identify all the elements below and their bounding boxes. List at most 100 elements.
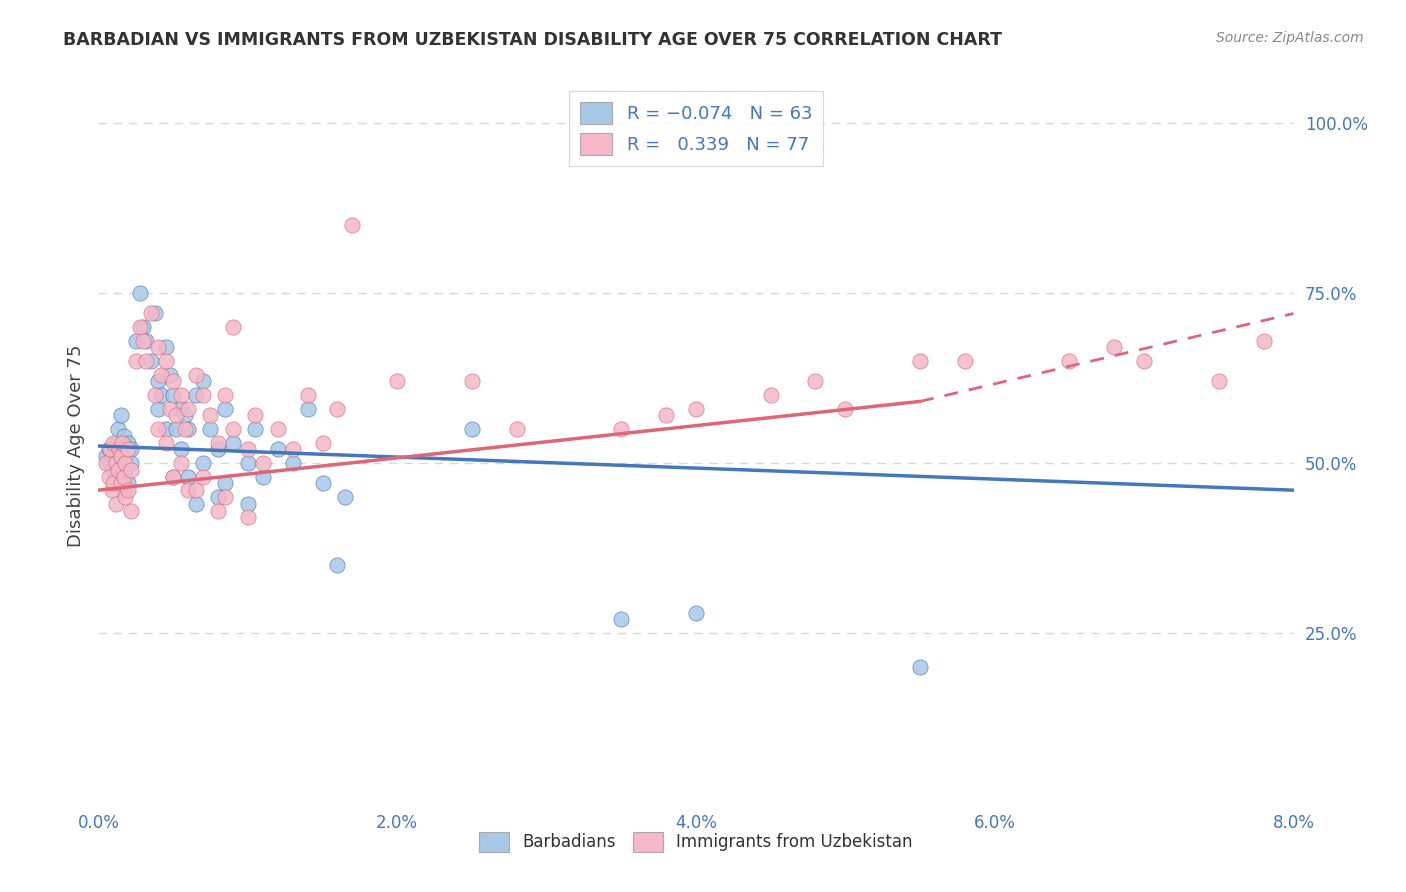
Point — [804, 375, 827, 389]
Point — [117, 442, 139, 457]
Point — [139, 354, 162, 368]
Point — [148, 375, 170, 389]
Point — [162, 469, 184, 483]
Point — [98, 456, 122, 470]
Point — [105, 456, 128, 470]
Point — [132, 320, 155, 334]
Point — [1133, 354, 1156, 368]
Point — [311, 476, 333, 491]
Point — [326, 558, 349, 572]
Point — [148, 422, 170, 436]
Point — [112, 429, 135, 443]
Point — [1059, 354, 1081, 368]
Point — [148, 401, 170, 416]
Point — [834, 401, 856, 416]
Point — [150, 368, 173, 382]
Point — [129, 286, 152, 301]
Point — [953, 354, 976, 368]
Point — [655, 409, 678, 423]
Point — [610, 612, 633, 626]
Point — [143, 306, 166, 320]
Point — [169, 401, 191, 416]
Point — [97, 469, 120, 483]
Point — [1104, 341, 1126, 355]
Point — [101, 483, 124, 498]
Point — [461, 422, 484, 436]
Point — [117, 435, 139, 450]
Point — [105, 469, 128, 483]
Point — [110, 469, 132, 483]
Point — [222, 422, 245, 436]
Point — [169, 456, 191, 470]
Point — [114, 456, 136, 470]
Point — [222, 435, 245, 450]
Point — [236, 442, 259, 457]
Point — [385, 375, 409, 389]
Point — [165, 409, 187, 423]
Point — [236, 497, 259, 511]
Point — [267, 422, 290, 436]
Point — [105, 497, 128, 511]
Point — [114, 449, 136, 463]
Point — [108, 442, 131, 457]
Point — [111, 435, 134, 450]
Point — [297, 401, 319, 416]
Point — [245, 422, 267, 436]
Point — [236, 510, 259, 524]
Point — [1253, 334, 1275, 348]
Point — [103, 435, 125, 450]
Point — [236, 456, 259, 470]
Point — [125, 354, 148, 368]
Point — [114, 490, 136, 504]
Point — [207, 435, 229, 450]
Point — [108, 442, 131, 457]
Text: Source: ZipAtlas.com: Source: ZipAtlas.com — [1216, 31, 1364, 45]
Point — [120, 463, 142, 477]
Point — [159, 368, 181, 382]
Point — [103, 463, 125, 477]
Point — [169, 388, 191, 402]
Point — [214, 476, 236, 491]
Point — [461, 375, 484, 389]
Point — [184, 497, 207, 511]
Point — [342, 218, 364, 232]
Point — [333, 490, 356, 504]
Point — [191, 388, 214, 402]
Point — [326, 401, 349, 416]
Point — [177, 401, 200, 416]
Point — [135, 354, 157, 368]
Point — [184, 483, 207, 498]
Point — [107, 463, 129, 477]
Point — [117, 476, 139, 491]
Point — [207, 442, 229, 457]
Point — [125, 334, 148, 348]
Point — [169, 442, 191, 457]
Point — [174, 422, 197, 436]
Point — [252, 469, 274, 483]
Point — [191, 469, 214, 483]
Point — [281, 456, 304, 470]
Point — [105, 435, 128, 450]
Point — [98, 442, 122, 457]
Point — [165, 422, 187, 436]
Point — [184, 368, 207, 382]
Point — [207, 490, 229, 504]
Point — [150, 388, 173, 402]
Point — [685, 401, 707, 416]
Point — [1208, 375, 1230, 389]
Point — [111, 456, 134, 470]
Point — [200, 422, 222, 436]
Point — [908, 660, 931, 674]
Point — [148, 341, 170, 355]
Point — [184, 388, 207, 402]
Legend: Barbadians, Immigrants from Uzbekistan: Barbadians, Immigrants from Uzbekistan — [472, 825, 920, 859]
Point — [132, 334, 155, 348]
Point — [107, 422, 129, 436]
Point — [155, 435, 177, 450]
Point — [191, 456, 214, 470]
Point — [112, 483, 135, 498]
Point — [177, 469, 200, 483]
Point — [214, 388, 236, 402]
Point — [114, 463, 136, 477]
Point — [155, 422, 177, 436]
